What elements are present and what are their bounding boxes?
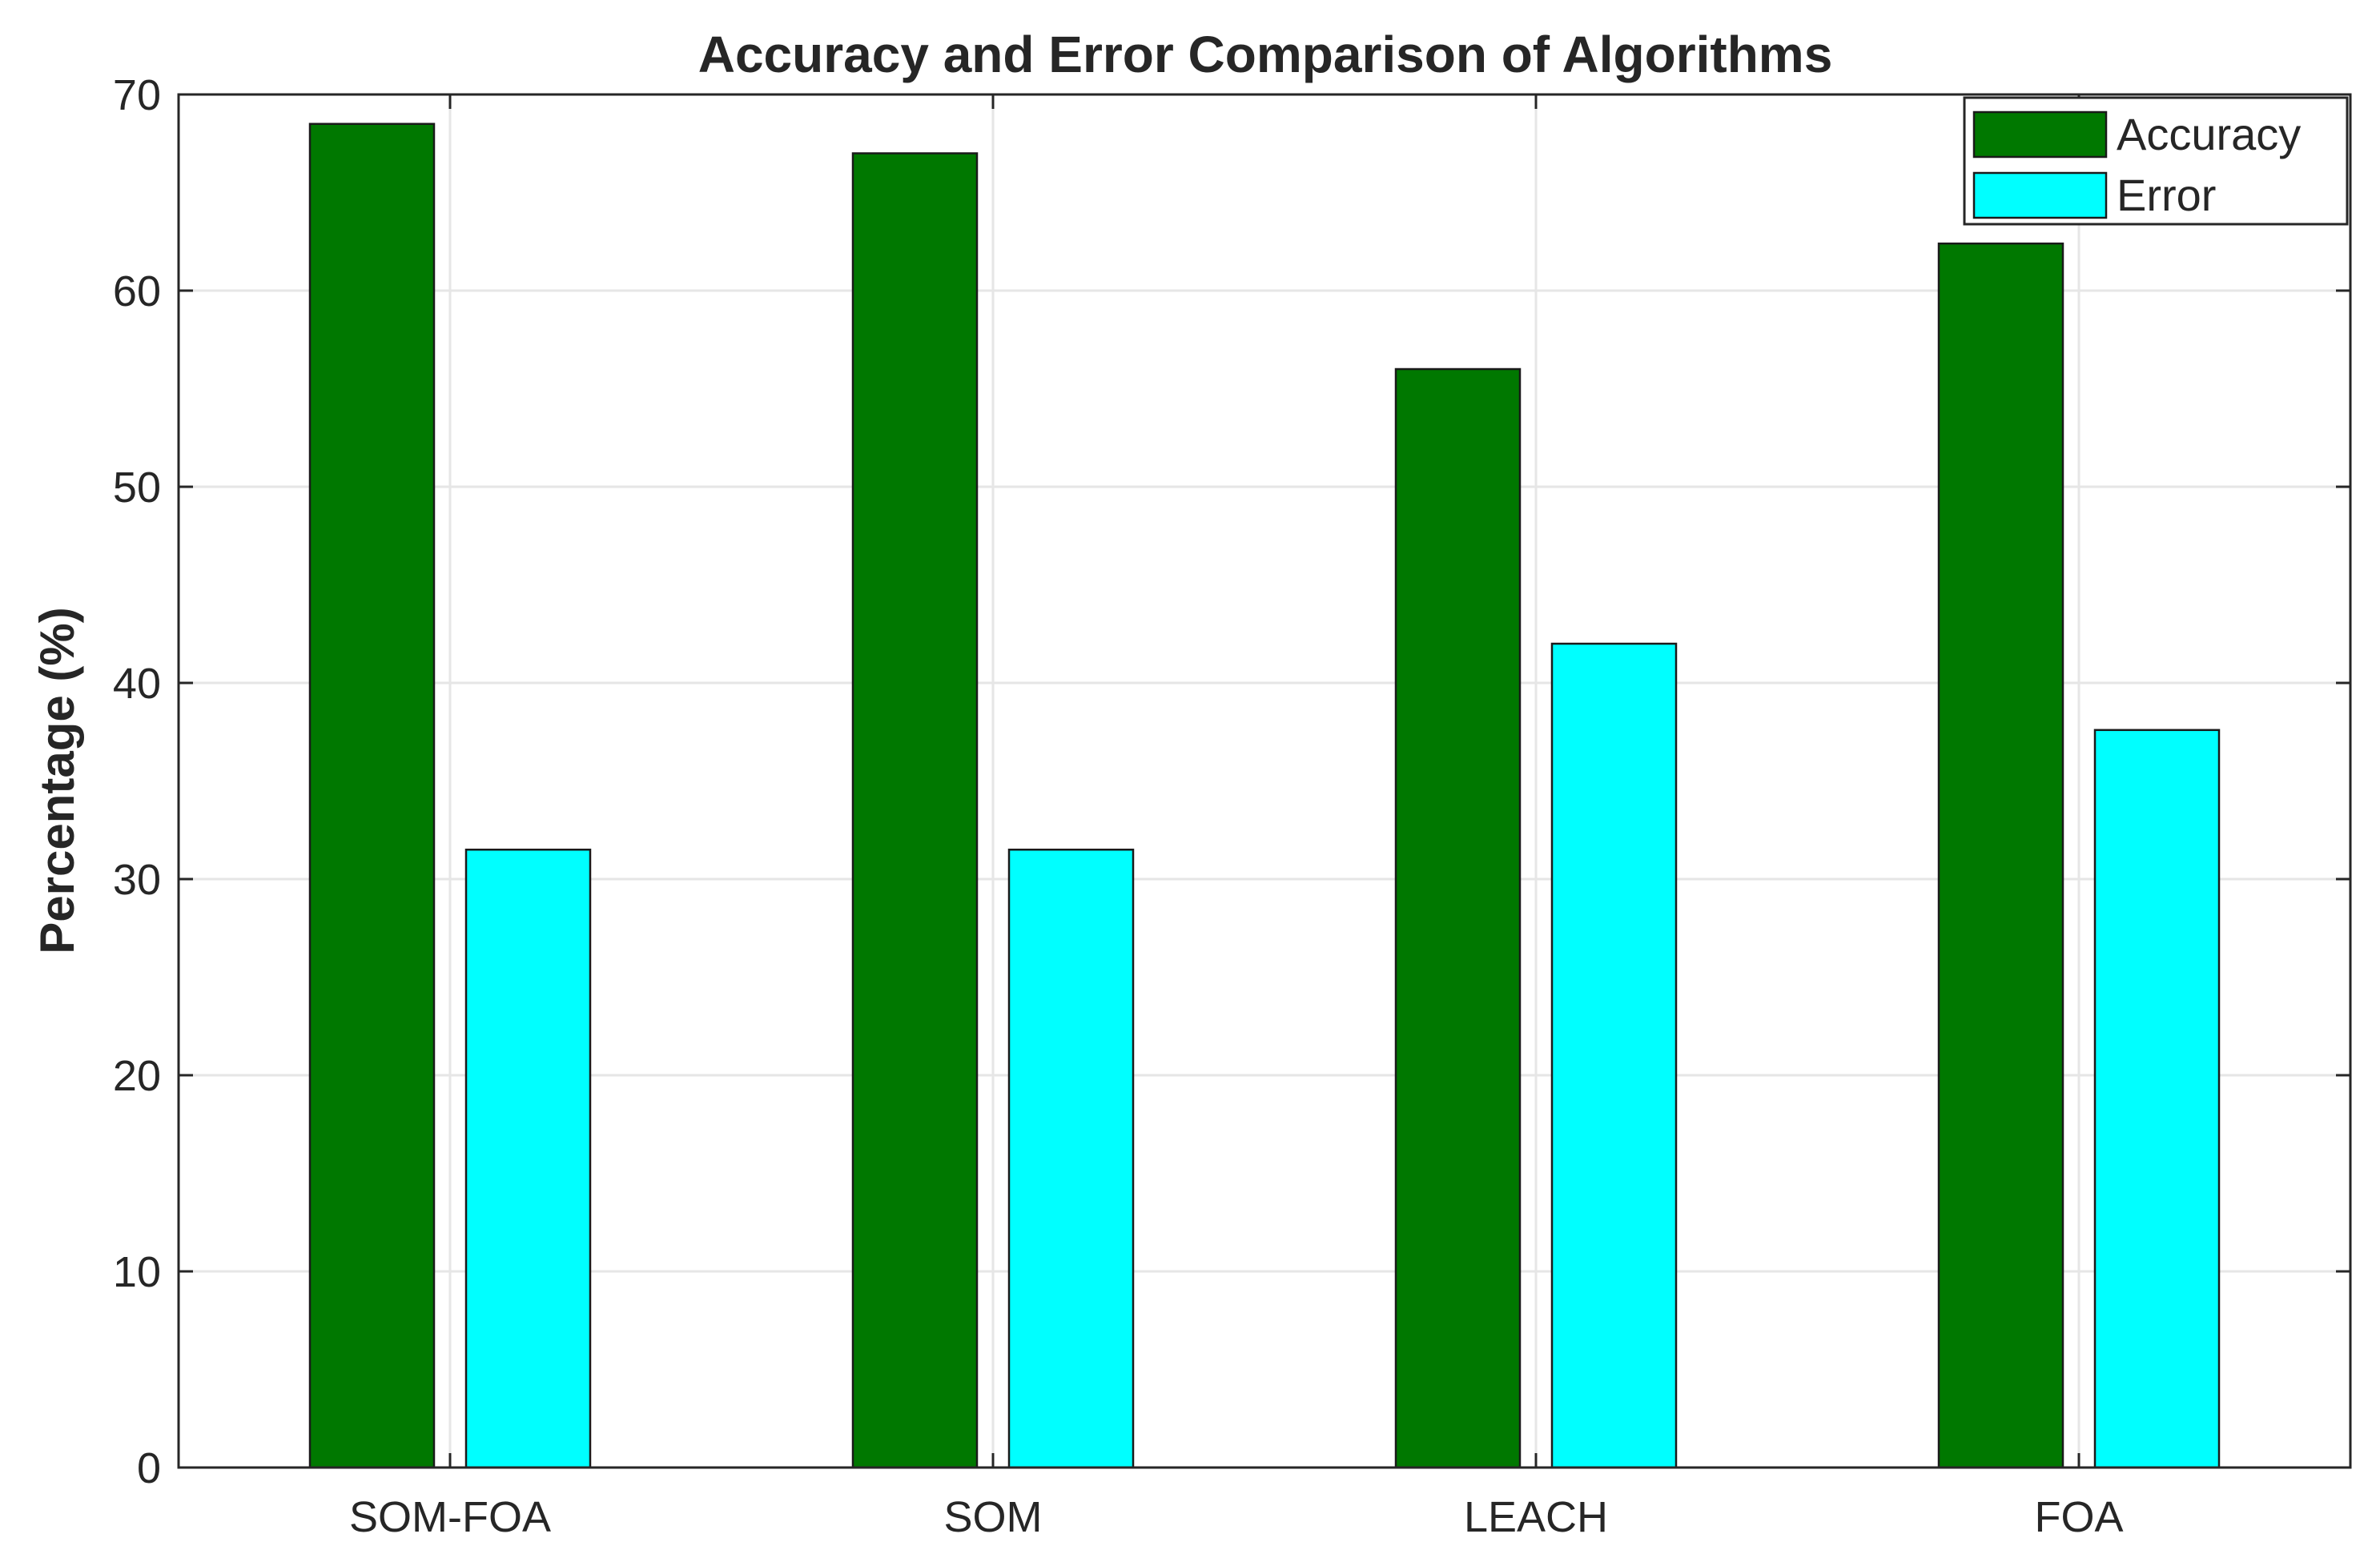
axes-layer: 0 10 20 30 40 50 60 70 SOM-FOA SOM LEACH FOA: [113, 71, 2352, 1541]
bar-accuracy-som-foa: [308, 122, 436, 1469]
bar-accuracy-foa: [1937, 242, 2064, 1469]
y-tick-label: 60: [113, 267, 161, 315]
y-tick-label: 20: [113, 1052, 161, 1100]
bar-error-foa: [2093, 729, 2221, 1469]
y-tick-label: 40: [113, 660, 161, 708]
legend-label-error: Error: [2117, 170, 2216, 220]
legend-label-accuracy: Accuracy: [2117, 109, 2301, 159]
legend: Accuracy Error: [1963, 96, 2349, 226]
bar-accuracy-leach: [1394, 367, 1522, 1469]
chart-title: Accuracy and Error Comparison of Algorit…: [698, 26, 1833, 83]
legend-swatch-accuracy: [1972, 110, 2108, 159]
bars-layer: [308, 122, 2221, 1469]
y-tick-label: 70: [113, 71, 161, 119]
x-tick-label: SOM: [943, 1493, 1042, 1541]
x-tick-label: LEACH: [1464, 1493, 1608, 1541]
bar-accuracy-som: [851, 152, 979, 1469]
y-axis-label: Percentage (%): [30, 607, 84, 954]
x-tick-label: SOM-FOA: [349, 1493, 551, 1541]
x-tick-label: FOA: [2034, 1493, 2123, 1541]
axes-box: [177, 93, 2352, 1469]
y-tick-label: 50: [113, 464, 161, 512]
y-tick-label: 30: [113, 856, 161, 904]
bar-error-leach: [1550, 642, 1678, 1469]
y-tick-label: 10: [113, 1248, 161, 1296]
bar-error-som-foa: [464, 849, 592, 1469]
legend-swatch-error: [1972, 171, 2108, 219]
y-tick-label: 0: [137, 1444, 161, 1492]
bar-error-som: [1007, 849, 1135, 1469]
